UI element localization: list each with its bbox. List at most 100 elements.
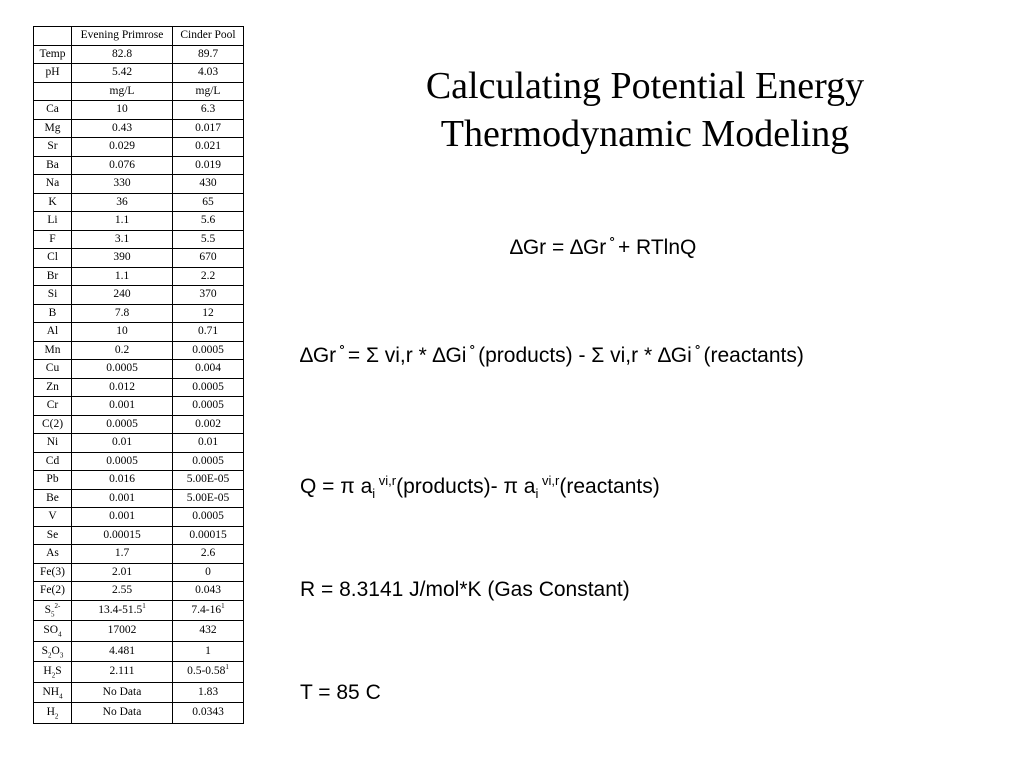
row-label-cell: SO4 [33,620,72,642]
row-label-cell: H2S [33,661,72,683]
row-label-cell: Ba [33,155,72,175]
reaction-quotient-equation: Q = π ai vi,r(products)- π ai vi,r(react… [300,470,660,503]
table-row: Ca 10 6.3 [33,100,244,120]
table-row: Temp 82.8 89.7 [33,44,244,64]
evening-primrose-cell: 1.1 [71,266,173,286]
cinder-pool-cell: 65 [172,192,244,212]
species-subscript: 2 [54,712,59,721]
evening-primrose-cell: 10 [71,322,173,342]
table-row: Pb 0.016 5.00E-05 [33,470,244,490]
row-label-cell: Si [33,285,72,305]
evening-primrose-cell: 0.016 [71,470,173,490]
cinder-pool-cell: 0.01 [172,433,244,453]
eq3-part-b: (products)- π a [396,475,536,498]
species-tail: S [55,665,62,677]
table-row: Fe(2) 2.55 0.043 [33,581,244,601]
row-label-cell: Se [33,525,72,545]
footnote-marker: 1 [142,601,146,610]
temperature-equation: T = 85 C [300,681,381,704]
evening-primrose-cell: 0.0005 [71,359,173,379]
table-row: pH 5.42 4.03 [33,63,244,83]
gas-constant-equation: R = 8.3141 J/mol*K (Gas Constant) [300,578,630,601]
row-label-cell: Al [33,322,72,342]
table-row: S52- 13.4-51.51 7.4-161 [33,599,244,621]
table-row: B 7.8 12 [33,303,244,323]
row-label-cell: Fe(2) [33,581,72,601]
table-row: Li 1.1 5.6 [33,211,244,231]
table-row: Mg 0.43 0.017 [33,118,244,138]
table-row: Cu 0.0005 0.004 [33,359,244,379]
cinder-pool-cell: 0.0005 [172,340,244,360]
evening-primrose-cell: 0.01 [71,433,173,453]
cinder-pool-cell: 0.019 [172,155,244,175]
cell-value: No Data [102,685,142,698]
cinder-pool-cell: 0 [172,562,244,582]
row-label-cell: C(2) [33,414,72,434]
species-subscript: 4 [58,630,62,639]
evening-primrose-cell: 2.01 [71,562,173,582]
table-row: Cr 0.001 0.0005 [33,396,244,416]
cinder-pool-cell: 2.2 [172,266,244,286]
cinder-pool-cell: 0.00015 [172,525,244,545]
evening-primrose-cell: 390 [71,248,173,268]
eq3-sub-2: i [535,486,539,502]
cinder-pool-cell: 7.4-161 [172,599,244,621]
species-charge: 2- [54,601,61,610]
eq3-sup-2: vi,r [538,473,560,488]
evening-primrose-cell: 5.42 [71,63,173,83]
cinder-pool-cell: 4.03 [172,63,244,83]
row-label-cell: F [33,229,72,249]
table-row: S2O3 4.481 1 [33,640,244,662]
table-row: SO4 17002 432 [33,620,244,642]
table-row: Mn 0.2 0.0005 [33,340,244,360]
species-base: NH [42,685,60,698]
evening-primrose-cell: 7.8 [71,303,173,323]
eq3-sup-1: vi,r [375,473,397,488]
row-label-cell: Cr [33,396,72,416]
row-label-cell: pH [33,63,72,83]
row-label-cell: Ca [33,100,72,120]
table-row: Al 10 0.71 [33,322,244,342]
species-subscript-2: 3 [59,650,64,659]
cell-value: 0.0343 [192,706,224,718]
evening-primrose-cell: 82.8 [71,44,173,64]
cinder-pool-cell: 0.0005 [172,377,244,397]
row-label-cell: B [33,303,72,323]
cinder-pool-cell: 89.7 [172,44,244,64]
cinder-pool-cell: 370 [172,285,244,305]
evening-primrose-cell: 13.4-51.51 [71,599,173,621]
table-row: Si 240 370 [33,285,244,305]
table-row: H2S 2.111 0.5-0.581 [33,661,244,683]
footnote-marker: 1 [225,663,229,672]
table-header-row: Evening Primrose Cinder Pool [33,26,244,46]
row-label-cell: Li [33,211,72,231]
cinder-pool-cell: 432 [172,620,244,642]
table-row: K 36 65 [33,192,244,212]
species-subscript: 4 [59,691,63,700]
row-label-cell: Cu [33,359,72,379]
row-label-cell: Mn [33,340,72,360]
table-row: As 1.7 2.6 [33,544,244,564]
table-row: Fe(3) 2.01 0 [33,562,244,582]
row-label-cell: H2 [33,702,72,724]
evening-primrose-cell: 0.43 [71,118,173,138]
cinder-pool-cell: 6.3 [172,100,244,120]
table-row: Na 330 430 [33,174,244,194]
evening-primrose-cell: 330 [71,174,173,194]
table-row: Zn 0.012 0.0005 [33,377,244,397]
header-cell-evening-primrose: Evening Primrose [71,26,173,46]
evening-primrose-cell: 3.1 [71,229,173,249]
row-label-cell: Ni [33,433,72,453]
water-chemistry-table: Evening Primrose Cinder Pool Temp 82.8 89.… [33,26,244,724]
row-label-cell: As [33,544,72,564]
cinder-pool-cell: 0.017 [172,118,244,138]
cinder-pool-cell: 1 [172,640,244,662]
row-label-cell: Na [33,174,72,194]
cell-value: 2.111 [109,665,135,677]
cell-value: 7.4-16 [191,603,222,616]
title-line-2: Thermodynamic Modeling [440,113,850,155]
footnote-marker: 1 [221,601,225,610]
cell-value: 0.5-0.58 [187,665,226,677]
evening-primrose-cell: 2.111 [71,661,173,683]
table-row: NH4 No Data 1.83 [33,681,244,703]
